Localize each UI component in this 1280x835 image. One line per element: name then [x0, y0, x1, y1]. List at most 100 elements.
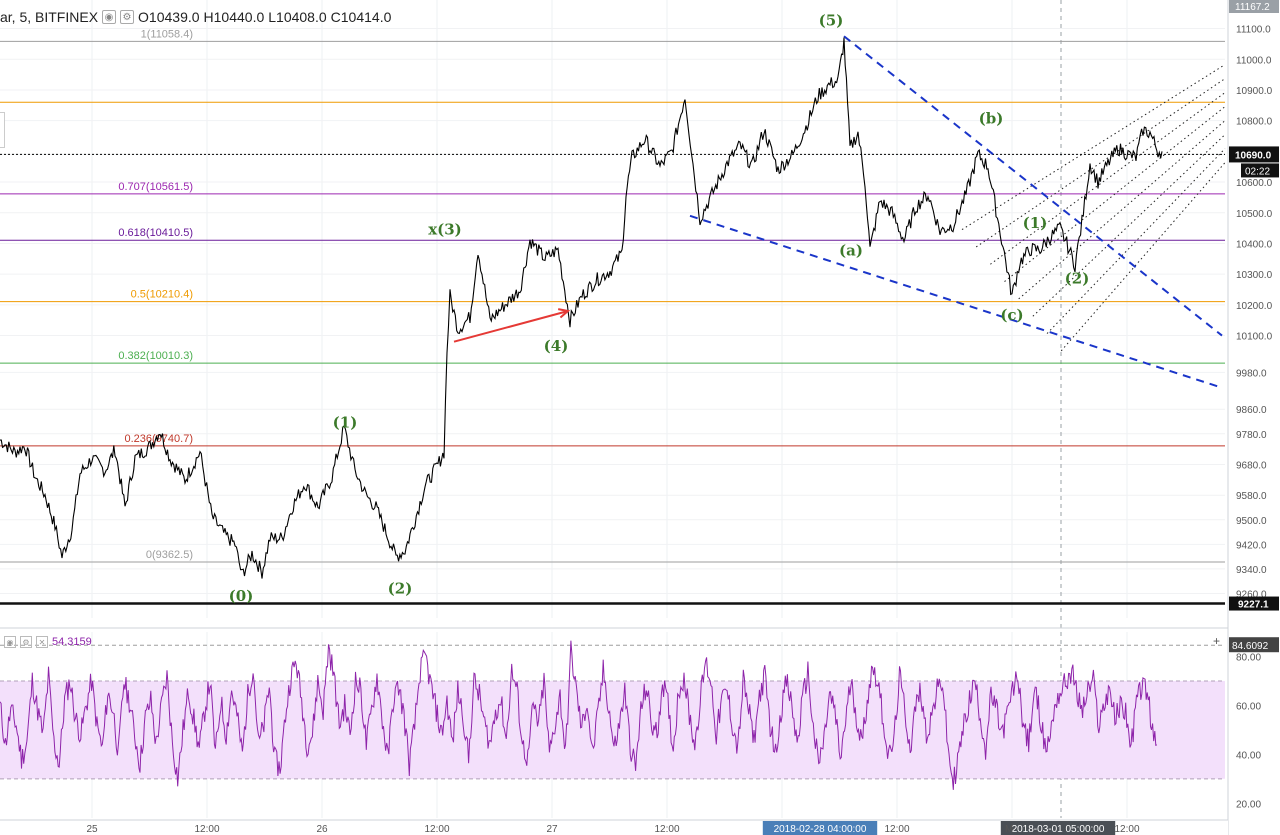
fib-label: 0.618(10410.5) — [118, 227, 193, 239]
time-tick: 2018-02-28 04:00:00 — [774, 824, 867, 835]
fibonacci-levels: 1(11058.4) 0.707(10561.5) 0.618(10410.5) 0.… — [0, 28, 1225, 563]
settings-icon[interactable]: ⚙ — [120, 10, 135, 24]
countdown-bg — [1241, 163, 1279, 178]
price-tick: 10800.0 — [1236, 117, 1273, 128]
channel-line — [961, 64, 1226, 231]
price-tick: 11000.0 — [1236, 55, 1272, 66]
time-tick: 27 — [546, 824, 558, 835]
fib-label: 0.382(10010.3) — [118, 350, 193, 362]
wave-label: (5) — [819, 11, 844, 29]
rsi-header: ◉ ⚙ ✕ 54.3159 — [4, 636, 92, 648]
channel-line — [1018, 120, 1226, 300]
low-value: L10408.0 — [268, 9, 327, 25]
fib-label: 0(9362.5) — [146, 549, 193, 561]
settings-icon[interactable]: ⚙ — [20, 636, 32, 648]
time-tick: 12:00 — [1114, 824, 1139, 835]
wave-label: (1) — [333, 414, 358, 432]
time-tick: 12:00 — [194, 824, 219, 835]
open-value: O10439.0 — [138, 9, 200, 25]
wave-label: (0) — [229, 587, 254, 605]
time-axis-bg — [0, 820, 1228, 835]
channel-line — [1060, 162, 1226, 352]
price-tick: 10600.0 — [1236, 178, 1273, 189]
last-price-bg — [1229, 146, 1279, 163]
price-tick: 10500.0 — [1236, 209, 1273, 220]
symbol-label: ar, 5, BITFINEX — [0, 9, 99, 25]
top-label-bg — [1229, 0, 1279, 13]
parallel-channel — [961, 64, 1226, 352]
channel-line — [1032, 134, 1226, 317]
price-tick: 9780.0 — [1236, 430, 1267, 441]
price-tick: 10900.0 — [1236, 86, 1273, 97]
price-tick: 10400.0 — [1236, 239, 1273, 250]
wave-label: (a) — [839, 242, 863, 260]
eye-icon[interactable]: ◉ — [102, 10, 117, 24]
channel-line — [1004, 106, 1226, 282]
last-price-label: 10690.0 — [1235, 150, 1272, 161]
price-tick: 9420.0 — [1236, 540, 1267, 551]
rsi-tick: 40.00 — [1236, 750, 1261, 761]
time-tick: 2018-03-01 05:00:00 — [1012, 824, 1105, 835]
price-tick: 9340.0 — [1236, 565, 1267, 576]
top-label: 11167.2 — [1235, 2, 1270, 13]
wave-label: (b) — [979, 110, 1004, 128]
price-tick: 10100.0 — [1236, 332, 1273, 343]
trendline — [689, 214, 1223, 389]
fib-label: 0.5(10210.4) — [131, 289, 193, 301]
wave-labels: (5) (b) x(3) (1) (a) (2) (c) (4) (1) (2) (0) — [229, 11, 1090, 605]
rsi-pane — [0, 627, 1280, 790]
horizontal-lines — [0, 101, 1225, 605]
plus-icon: + — [1213, 634, 1220, 648]
crosshair-time-label: M — [1005, 824, 1013, 835]
high-value: H10440.0 — [203, 9, 265, 25]
price-line — [0, 37, 1163, 579]
wave-label: (2) — [388, 579, 413, 597]
price-tick: 10200.0 — [1236, 301, 1273, 312]
wave-label: (2) — [1065, 269, 1090, 287]
price-tick: 10300.0 — [1236, 270, 1273, 281]
trendlines — [689, 35, 1223, 389]
price-axis-bg — [1228, 0, 1280, 835]
collapse-handle[interactable] — [0, 112, 5, 148]
wave-label: (4) — [544, 337, 569, 355]
time-tick: 12:00 — [424, 824, 449, 835]
rsi-tick: 20.00 — [1236, 799, 1261, 810]
arrow-head — [557, 308, 571, 319]
channel-line — [1046, 148, 1226, 334]
time-tick: 12:00 — [654, 824, 679, 835]
price-tick: 9680.0 — [1236, 461, 1267, 472]
fib-label: 0.707(10561.5) — [118, 181, 193, 193]
price-tick: 9260.0 — [1236, 589, 1267, 600]
red-arrow — [453, 308, 571, 343]
time-tick: 12:00 — [884, 824, 909, 835]
arrow-shaft — [453, 310, 569, 343]
channel-line — [990, 92, 1226, 265]
time-tick: 25 — [86, 824, 98, 835]
rsi-value: 54.3159 — [52, 636, 92, 648]
price-tick: 9500.0 — [1236, 516, 1267, 527]
time-highlight-bg — [762, 821, 878, 835]
rsi-top-bg — [1229, 637, 1279, 653]
wave-label: (1) — [1023, 214, 1048, 232]
fib-label: 0.236(9740.7) — [125, 433, 194, 445]
close-value: C10414.0 — [330, 9, 392, 25]
channel-line — [975, 78, 1226, 248]
time-highlight-bg — [1000, 821, 1116, 835]
close-icon[interactable]: ✕ — [36, 636, 48, 648]
eye-icon[interactable]: ◉ — [4, 636, 16, 648]
rsi-tick: 60.00 — [1236, 701, 1261, 712]
trendline — [843, 35, 1223, 337]
chart-header: ar, 5, BITFINEX ◉ ⚙ O10439.0 H10440.0 L1… — [0, 8, 391, 26]
price-tick: 9860.0 — [1236, 405, 1267, 416]
low-label-bg — [1229, 596, 1279, 611]
price-tick: 9580.0 — [1236, 491, 1267, 502]
wave-label: x(3) — [428, 220, 462, 238]
price-tick: 9980.0 — [1236, 368, 1267, 379]
fib-label: 1(11058.4) — [141, 28, 193, 40]
rsi-top-label: 84.6092 — [1232, 641, 1269, 652]
countdown-label: 02:22 — [1245, 166, 1270, 177]
rsi-tick: 80.00 — [1236, 652, 1261, 663]
wave-label: (c) — [1000, 306, 1023, 324]
